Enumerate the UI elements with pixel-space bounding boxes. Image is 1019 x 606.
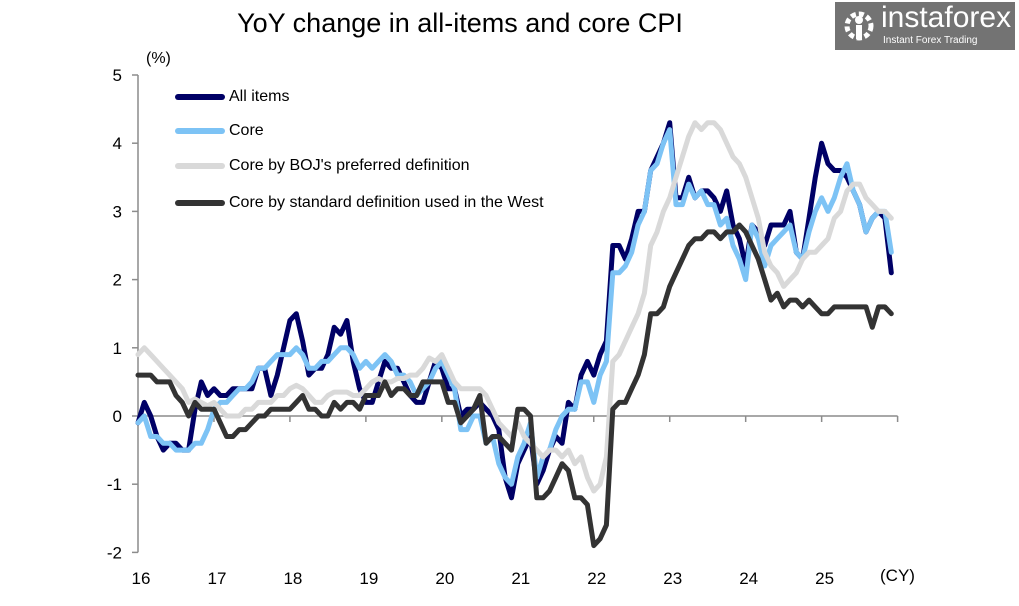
gear-logo-icon [844, 11, 874, 41]
legend-label: Core by standard definition used in the … [229, 194, 544, 211]
y-tick-label: 3 [113, 202, 122, 221]
y-tick-label: 5 [113, 66, 122, 85]
watermark: instaforex Instant Forex Trading [835, 2, 1015, 50]
legend-swatch [175, 163, 225, 169]
legend-swatch [175, 94, 225, 100]
y-axis-unit-label: (%) [146, 50, 171, 67]
x-tick-label: 20 [435, 569, 454, 588]
x-axis-unit-label: (CY) [880, 566, 915, 585]
legend-swatch [175, 200, 225, 206]
y-tick-label: 4 [113, 134, 122, 153]
x-tick-label: 16 [132, 569, 151, 588]
watermark-brand: instaforex [881, 1, 1012, 34]
y-tick-label: -1 [107, 475, 122, 494]
x-tick-label: 25 [815, 569, 834, 588]
x-tick-label: 19 [359, 569, 378, 588]
legend-item-core-boj: Core by BOJ's preferred definition [175, 156, 470, 176]
legend-item-all-items: All items [175, 87, 289, 107]
legend-swatch [175, 128, 225, 134]
y-tick-label: 1 [113, 339, 122, 358]
x-tick-label: 21 [511, 569, 530, 588]
chart-title: YoY change in all-items and core CPI [237, 8, 683, 38]
legend-label: All items [229, 88, 290, 105]
legend-label: Core by BOJ's preferred definition [229, 157, 470, 174]
x-tick-label: 17 [207, 569, 226, 588]
y-tick-label: 0 [113, 407, 122, 426]
legend-item-core: Core [175, 121, 264, 141]
series-line-1 [135, 127, 894, 487]
x-tick-label: 23 [663, 569, 682, 588]
x-tick-label: 18 [283, 569, 302, 588]
legend-label: Core [229, 122, 264, 139]
x-tick-label: 24 [739, 569, 758, 588]
legend-item-core-west: Core by standard definition used in the … [175, 193, 544, 213]
x-tick-label: 22 [587, 569, 606, 588]
y-tick-label: 2 [113, 271, 122, 290]
watermark-tagline: Instant Forex Trading [883, 35, 978, 46]
series-line-3 [135, 222, 894, 549]
y-tick-label: -2 [107, 543, 122, 562]
